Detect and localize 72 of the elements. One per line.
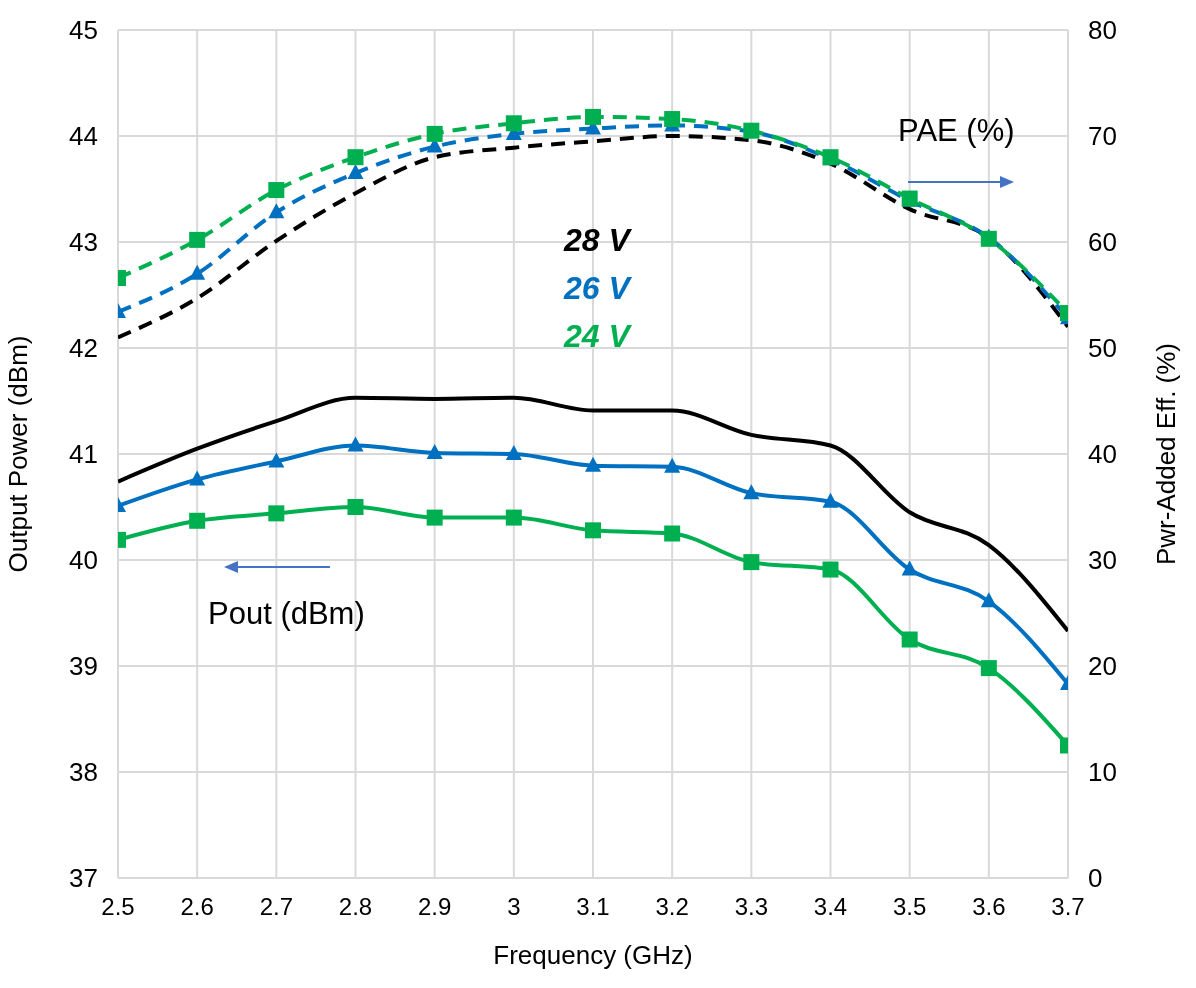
point <box>505 445 522 460</box>
y2-tick-label: 70 <box>1088 121 1117 152</box>
point <box>664 457 681 473</box>
x-tick-label: 3.3 <box>734 893 769 921</box>
point <box>901 631 918 648</box>
y2-tick-label: 50 <box>1088 333 1117 364</box>
y2-tick-label: 30 <box>1088 545 1117 576</box>
point <box>426 125 443 142</box>
point <box>426 509 443 526</box>
point <box>743 554 760 571</box>
y2-tick-label: 20 <box>1088 651 1117 682</box>
point <box>980 660 997 677</box>
point <box>664 111 681 128</box>
x-tick-label: 2.5 <box>101 893 135 921</box>
y2-axis-title: Pwr-Added Eff. (%) <box>1151 342 1182 566</box>
y-axis-title: Output Power (dBm) <box>3 335 34 573</box>
text: 26 V <box>564 269 630 308</box>
point <box>585 108 601 125</box>
y-tick-label: 37 <box>69 863 98 894</box>
point <box>347 149 364 166</box>
y2-tick-label: 60 <box>1088 227 1117 258</box>
point <box>743 484 760 500</box>
y2-tick-label: 80 <box>1088 15 1117 46</box>
point <box>268 452 285 468</box>
point <box>268 203 285 219</box>
text: 28 V <box>564 221 630 260</box>
point <box>268 182 285 199</box>
y-tick-label: 40 <box>69 545 98 576</box>
x-tick-label: 3.2 <box>655 893 689 921</box>
x-tick-label: 3.1 <box>576 893 610 921</box>
y-tick-label: 43 <box>69 227 98 258</box>
point <box>585 456 601 472</box>
y-tick-label: 44 <box>69 121 98 152</box>
x-tick-label: 2.9 <box>417 893 452 921</box>
point <box>505 509 522 526</box>
point <box>189 264 206 280</box>
x-tick-label: 3 <box>507 893 521 921</box>
point <box>505 115 522 132</box>
y2-tick-label: 10 <box>1088 757 1117 788</box>
point <box>268 505 285 522</box>
x-tick-label: 3.5 <box>892 893 927 921</box>
y-tick-label: 39 <box>69 651 98 682</box>
point <box>189 231 206 248</box>
point <box>980 592 997 608</box>
x-tick-label: 2.8 <box>338 893 373 921</box>
point <box>189 512 206 529</box>
text: 24 V <box>564 317 630 356</box>
point <box>901 560 918 576</box>
point <box>347 499 364 515</box>
point <box>347 436 364 452</box>
x-tick-label: 2.6 <box>180 893 214 921</box>
point <box>822 492 839 508</box>
annotation: Pout (dBm) <box>208 596 365 631</box>
x-tick-label: 3.7 <box>1051 893 1085 921</box>
point <box>347 164 364 180</box>
y2-tick-label: 0 <box>1088 863 1103 894</box>
x-axis-title: Frequency (GHz) <box>493 940 693 970</box>
x-tick-label: 3.4 <box>813 893 848 921</box>
point <box>585 522 601 539</box>
y2-tick-label: 40 <box>1088 439 1117 470</box>
point <box>664 525 681 542</box>
y-tick-label: 41 <box>69 439 98 470</box>
point <box>189 470 206 486</box>
point <box>426 443 443 459</box>
y-tick-label: 38 <box>69 757 98 788</box>
x-tick-label: 2.7 <box>259 893 294 921</box>
annotation: PAE (%) <box>898 113 1015 148</box>
y-tick-label: 42 <box>69 333 98 364</box>
x-tick-label: 3.6 <box>972 893 1006 921</box>
line-series <box>118 395 1068 634</box>
y-tick-label: 45 <box>69 15 98 46</box>
point <box>822 561 839 578</box>
